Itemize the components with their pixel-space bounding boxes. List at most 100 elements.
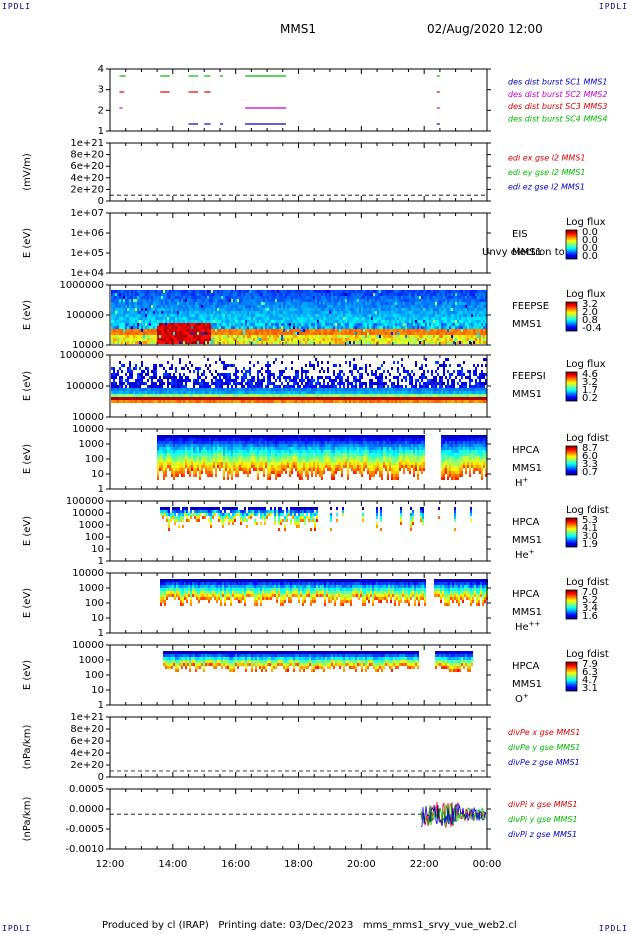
spectrogram-cell — [241, 385, 243, 388]
spectrogram-cell — [223, 335, 225, 338]
spectrogram-cell — [305, 388, 307, 391]
spectrogram-cell — [429, 290, 431, 293]
spectrogram-cell — [149, 329, 151, 332]
spectrogram-cell — [323, 391, 325, 394]
spectrogram-cell — [359, 397, 361, 400]
spectrogram-cell — [411, 308, 413, 311]
spectrogram-cell — [471, 314, 473, 317]
spectrogram-cell — [477, 293, 479, 296]
spectrogram-cell — [331, 332, 333, 335]
spectrogram-cell — [439, 293, 441, 296]
spectrogram-cell — [225, 323, 227, 326]
spectrogram-cell — [185, 376, 187, 379]
spectrogram-cell — [409, 311, 411, 314]
spectrogram-cell — [229, 394, 231, 397]
spectrogram-cell — [223, 364, 225, 367]
spectrogram-cell — [165, 376, 167, 379]
spectrogram-cell — [465, 332, 467, 335]
spectrogram-cell — [175, 311, 177, 314]
spectrogram-cell — [141, 323, 143, 326]
spectrogram-cell — [297, 394, 299, 397]
spectrogram-cell — [429, 335, 431, 338]
spectrogram-cell — [299, 385, 301, 388]
spectrogram-cell — [315, 341, 317, 344]
spectrogram-cell — [347, 320, 349, 323]
spectrogram-cell — [345, 290, 347, 293]
spectrogram-cell — [141, 379, 143, 382]
spectrogram-cell — [235, 388, 237, 391]
spectrogram-cell — [377, 302, 379, 305]
spectrogram-cell — [381, 299, 383, 302]
spectrogram-cell — [393, 320, 395, 323]
spectrogram-cell — [381, 385, 383, 388]
spectrogram-cell — [453, 311, 455, 314]
spectrogram-cell — [317, 391, 319, 394]
spectrogram-cell — [293, 293, 295, 296]
spectrogram-cell — [173, 388, 175, 391]
spectrogram-cell — [371, 388, 373, 391]
spectrogram-cell — [227, 308, 229, 311]
spectrogram-cell — [369, 388, 371, 391]
spectrogram-cell — [197, 308, 199, 311]
spectrogram-cell — [245, 317, 247, 320]
spectrogram-cell — [449, 290, 451, 293]
spectrogram-cell — [385, 388, 387, 391]
spectrogram-cell — [249, 323, 251, 326]
spectrogram-cell — [239, 317, 241, 320]
spectrogram-cell — [139, 305, 141, 308]
spectrogram-cell — [279, 341, 281, 344]
spectrogram-cell — [177, 341, 179, 344]
spectrogram-cell — [325, 290, 327, 293]
spectrogram-cell — [309, 305, 311, 308]
spectrogram-cell — [315, 391, 317, 394]
spectrogram-cell — [277, 311, 279, 314]
spectrogram-cell — [425, 296, 427, 299]
spectrogram-cell — [185, 397, 187, 400]
spectrogram-cell — [471, 302, 473, 305]
spectrogram-cell — [219, 311, 221, 314]
spectrogram-cell — [197, 370, 199, 373]
spectrogram-cell — [355, 364, 357, 367]
spectrogram-cell — [375, 308, 377, 311]
spectrogram-cell — [253, 397, 255, 400]
spectrogram-cell — [337, 323, 339, 326]
spectrogram-cell — [367, 299, 369, 302]
spectrogram-cell — [469, 293, 471, 296]
spectrogram-cell — [143, 329, 145, 332]
spectrogram-cell — [147, 388, 149, 391]
spectrogram-cell — [127, 388, 129, 391]
spectrogram-cell — [199, 338, 201, 341]
panel-label: MMS1 — [512, 247, 542, 258]
spectrogram-cell — [115, 302, 117, 305]
spectrogram-cell — [159, 299, 161, 302]
y-tick-label: 8e+20 — [70, 150, 104, 161]
spectrogram-cell — [391, 317, 393, 320]
spectrogram-cell — [281, 394, 283, 397]
spectrogram-cell — [299, 305, 301, 308]
spectrogram-cell — [153, 293, 155, 296]
spectrogram-cell — [417, 332, 419, 335]
spectrogram-cell — [307, 400, 309, 403]
spectrogram-cell — [381, 376, 383, 379]
colorbar-tick-label: 0.0 — [582, 227, 598, 238]
spectrogram-cell — [227, 290, 229, 293]
spectrogram-cell — [215, 305, 217, 308]
spectrogram-cell — [157, 338, 159, 341]
spectrogram-cell — [451, 341, 453, 344]
spectrogram-cell — [337, 296, 339, 299]
spectrogram-cell — [321, 326, 323, 329]
spectrogram-cell — [205, 364, 207, 367]
spectrogram-cell — [479, 323, 481, 326]
spectrogram-cell — [185, 335, 187, 338]
spectrogram-cell — [207, 391, 209, 394]
spectrogram-cell — [407, 320, 409, 323]
spectrogram-cell — [259, 314, 261, 317]
spectrogram-cell — [247, 335, 249, 338]
spectrogram-cell — [281, 361, 283, 364]
spectrogram-cell — [295, 296, 297, 299]
spectrogram-cell — [337, 335, 339, 338]
spectrogram-cell — [449, 311, 451, 314]
spectrogram-cell — [123, 329, 125, 332]
spectrogram-cell — [365, 400, 367, 403]
spectrogram-cell — [247, 385, 249, 388]
